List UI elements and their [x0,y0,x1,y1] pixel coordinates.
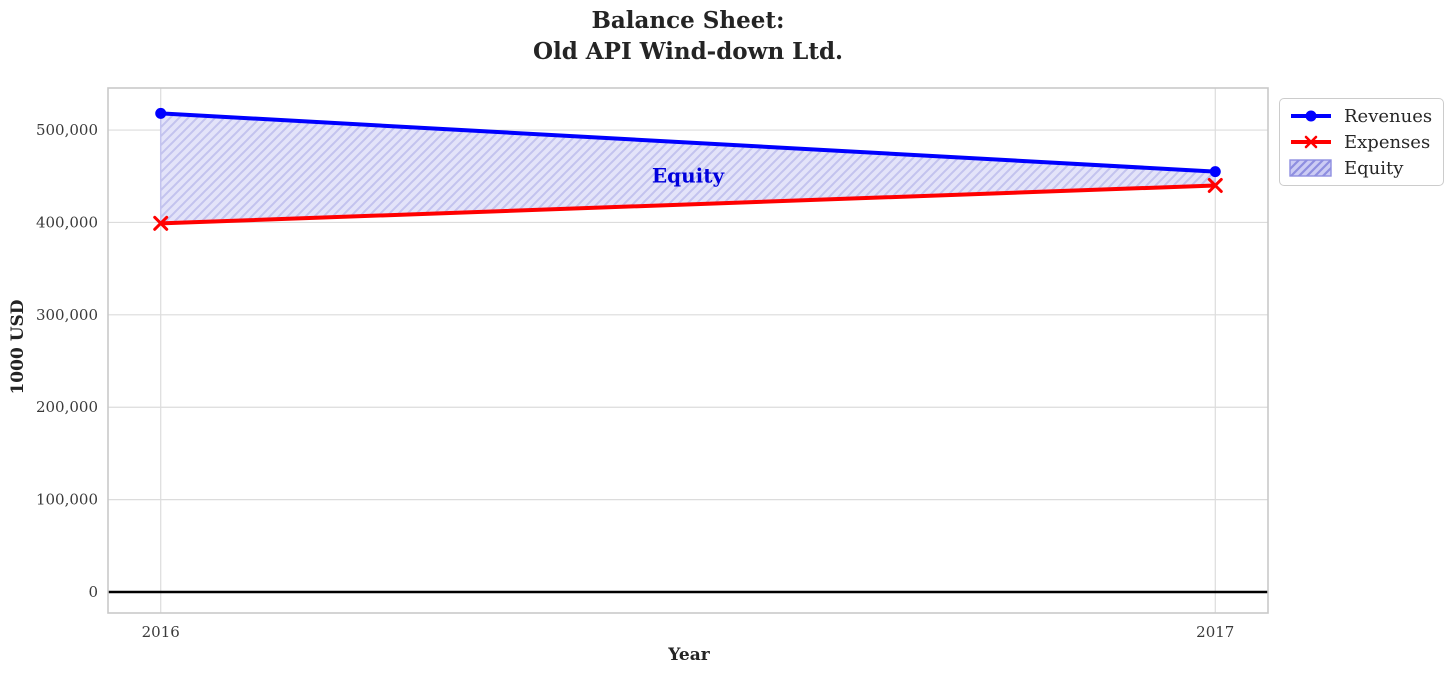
x-tick-label: 2016 [142,623,180,641]
legend-label-expenses: Expenses [1344,131,1431,153]
x-tick-label: 2017 [1196,623,1234,641]
equity-sample-fill [1290,160,1331,176]
expenses-marker [1207,177,1223,193]
x-axis-label: Year [668,645,710,665]
revenues-marker [1209,166,1221,178]
legend-item-equity: Equity [1288,157,1435,179]
expenses-sample-marker [1304,135,1318,149]
expenses-marker [153,215,169,231]
y-tick-label: 400,000 [36,213,98,231]
equity-annotation: Equity [652,163,726,187]
revenues-sample-marker [1305,110,1317,122]
y-tick-label: 200,000 [36,398,98,416]
equity-hatch-icon [1289,159,1332,177]
revenues-line [158,111,1218,174]
y-tick-label: 0 [88,583,98,601]
legend-label-equity: Equity [1344,157,1404,179]
legend: Revenues Expenses Equity [1279,98,1444,186]
expenses-line-icon [1291,135,1331,149]
y-tick-label: 100,000 [36,491,98,509]
equity-sample-hatch [1290,160,1331,176]
legend-label-revenues: Revenues [1344,105,1433,127]
revenues-marker [155,107,167,119]
expenses-line [158,183,1218,226]
y-tick-label: 300,000 [36,306,98,324]
y-tick-label: 500,000 [36,121,98,139]
legend-item-expenses: Expenses [1288,131,1435,153]
legend-item-revenues: Revenues [1288,105,1435,127]
plot-border [107,87,1269,614]
revenues-line-icon [1291,110,1331,122]
equity-sample-border [1289,159,1332,177]
y-axis-label: 1000 USD [8,299,28,395]
chart-title: Balance Sheet: Old API Wind-down Ltd. [532,7,844,65]
